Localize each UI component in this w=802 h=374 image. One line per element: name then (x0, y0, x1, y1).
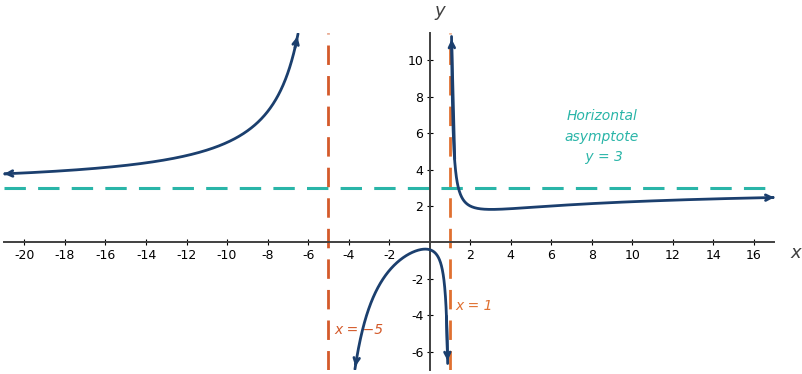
Text: Horizontal
asymptote
 y = 3: Horizontal asymptote y = 3 (565, 109, 639, 165)
Text: y: y (435, 2, 445, 20)
Text: x = −5: x = −5 (334, 323, 383, 337)
Text: x: x (790, 244, 801, 262)
Text: x = 1: x = 1 (455, 299, 492, 313)
